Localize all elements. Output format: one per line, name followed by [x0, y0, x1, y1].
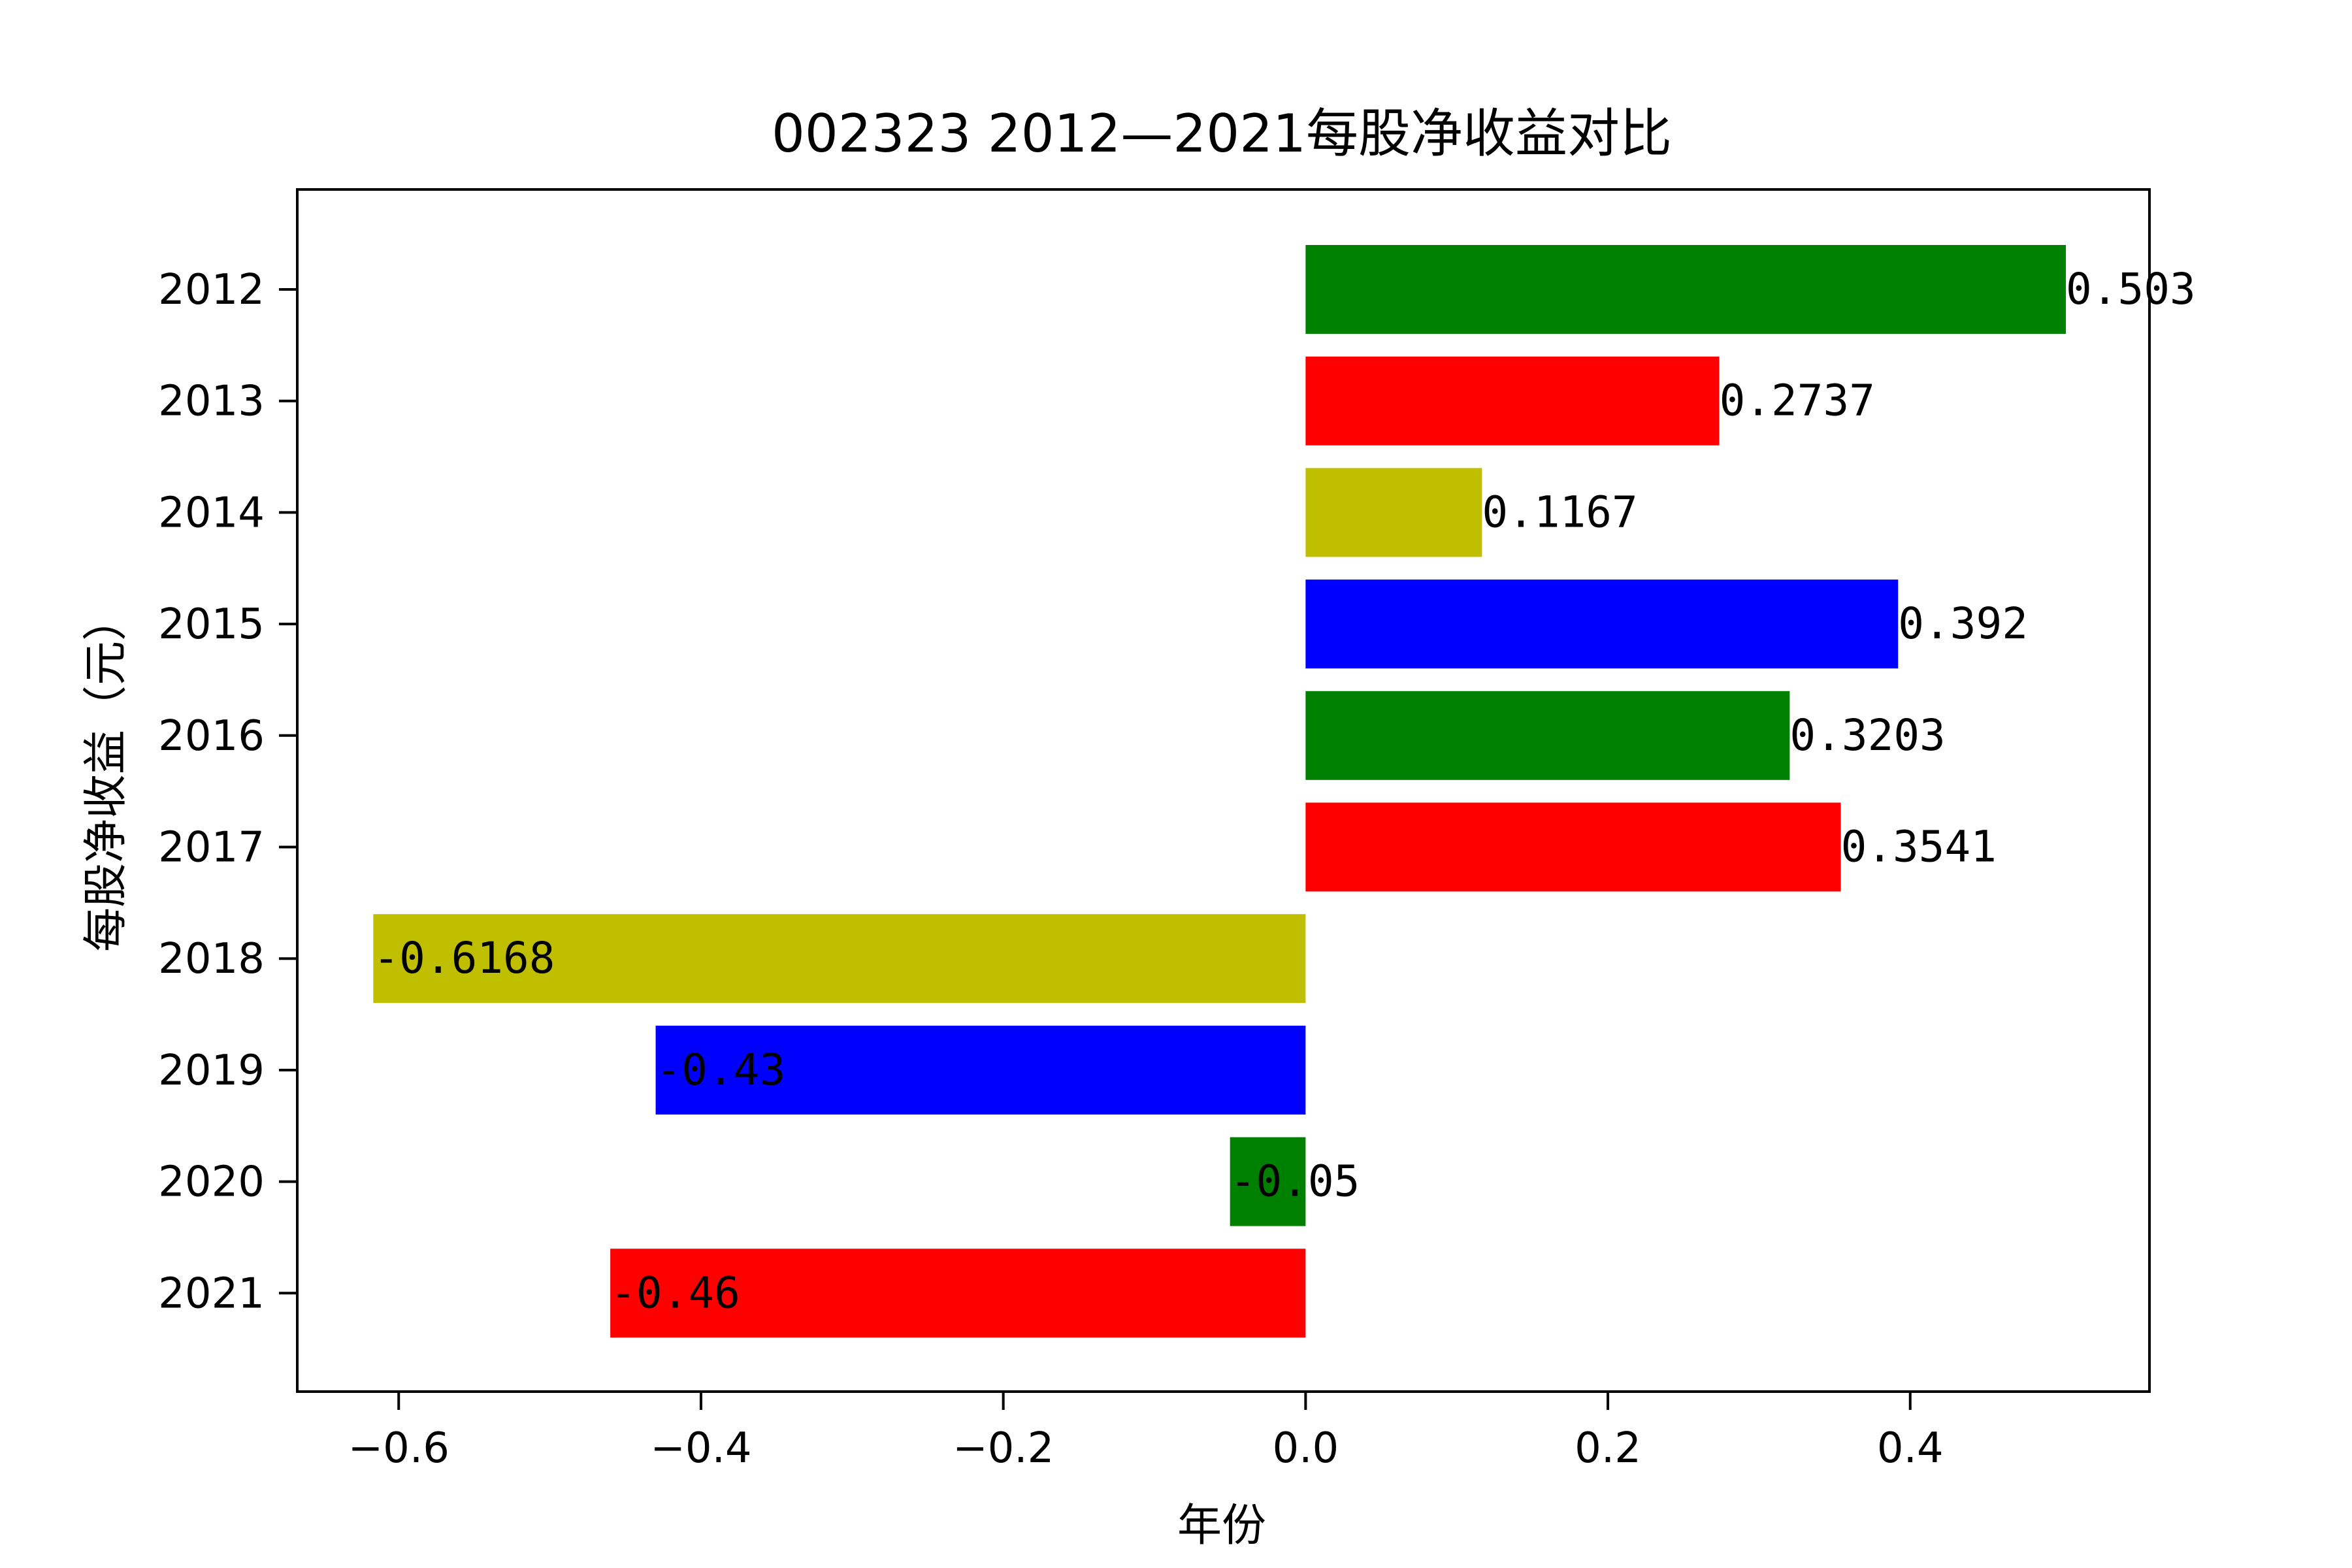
bar-2020 [1230, 1137, 1306, 1226]
y-tick-labels: 2012 2013 2014 2015 2016 2017 2018 2019 2020 2021 [158, 266, 297, 1318]
data-labels: 0.503 0.2737 0.1167 0.392 0.3203 0.3541 -0.616… [373, 264, 2195, 1318]
y-tick-label-2012: 2012 [158, 266, 265, 314]
data-label-2018: -0.6168 [373, 933, 555, 983]
y-tick-label-2016: 2016 [158, 712, 265, 760]
data-label-2019: -0.43 [656, 1045, 786, 1095]
y-tick-label-2020: 2020 [158, 1158, 265, 1207]
data-label-2021: -0.46 [610, 1267, 740, 1318]
x-ticks: −0.6 −0.4 −0.2 0.0 0.2 0.4 [348, 1392, 1944, 1473]
y-axis-label: 每股净收益（元） [80, 596, 132, 952]
y-tick-label-2013: 2013 [158, 378, 265, 426]
bar-2016 [1305, 691, 1790, 780]
data-label-2017: 0.3541 [1841, 822, 1997, 872]
plot-frame [296, 188, 2151, 1393]
y-tick-label-2014: 2014 [158, 489, 265, 537]
bar-2019 [655, 1025, 1306, 1115]
data-label-2016: 0.3203 [1789, 710, 1945, 760]
x-tick-label-0: −0.6 [348, 1424, 449, 1473]
bar-2021 [610, 1249, 1306, 1338]
bar-2015 [1305, 580, 1899, 669]
y-tick-label-2017: 2017 [158, 824, 265, 872]
y-tick-label-2018: 2018 [158, 935, 265, 983]
data-label-2014: 0.1167 [1482, 487, 1637, 537]
data-label-2013: 0.2737 [1720, 376, 1875, 426]
x-tick-label-1: −0.4 [650, 1424, 751, 1473]
x-tick-label-5: 0.4 [1877, 1424, 1944, 1473]
chart-title: 002323 2012—2021每股净收益对比 [772, 103, 1672, 164]
y-tick-label-2019: 2019 [158, 1047, 265, 1095]
data-label-2020: -0.05 [1230, 1156, 1360, 1207]
bar-2017 [1305, 802, 1841, 892]
x-axis-label: 年份 [1177, 1500, 1266, 1552]
bars-group [373, 245, 2066, 1338]
bar-2014 [1305, 468, 1482, 557]
data-label-2012: 0.503 [2066, 264, 2196, 314]
x-tick-label-3: 0.0 [1272, 1424, 1339, 1473]
y-tick-label-2021: 2021 [158, 1269, 265, 1318]
bar-2018 [373, 914, 1306, 1004]
x-tick-label-4: 0.2 [1575, 1424, 1641, 1473]
bar-2013 [1305, 356, 1720, 446]
bar-2012 [1305, 245, 2066, 334]
data-label-2015: 0.392 [1898, 598, 2028, 649]
y-tick-label-2015: 2015 [158, 600, 265, 649]
x-tick-label-2: −0.2 [953, 1424, 1054, 1473]
